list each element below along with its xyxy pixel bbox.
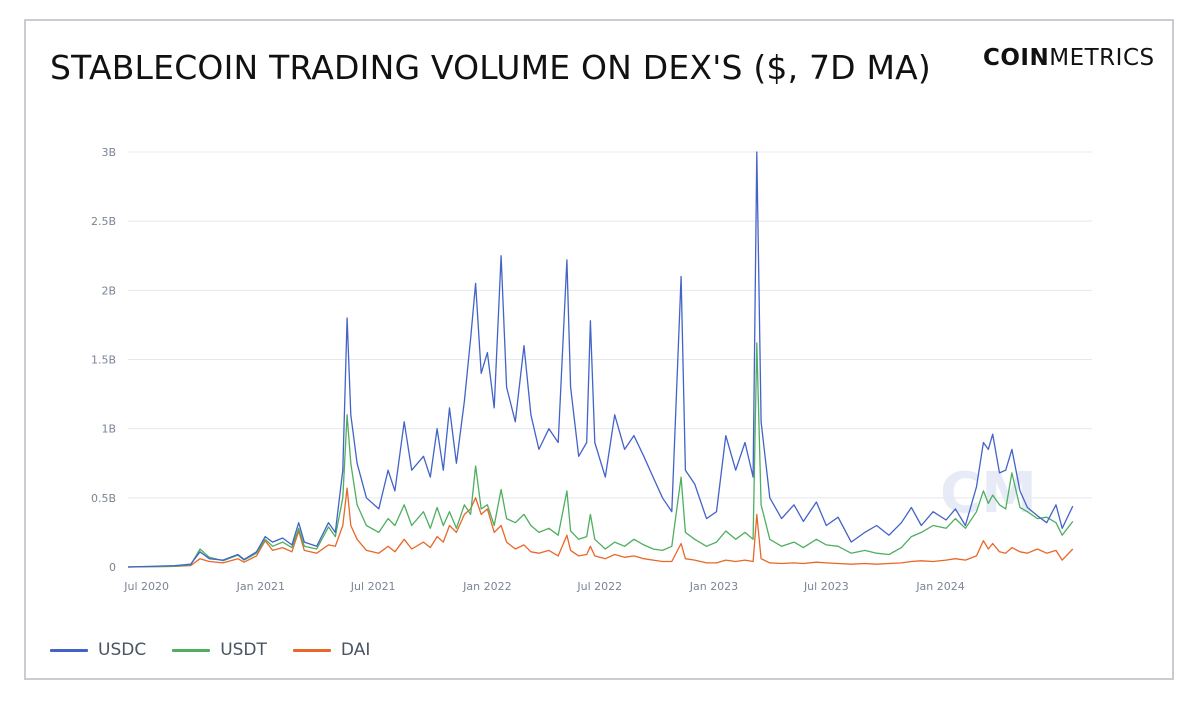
y-axis: 0 0.5B 1B 1.5B 2B 2.5B 3B — [91, 146, 116, 574]
y-tick-label: 2.5B — [91, 215, 116, 228]
x-tick-label: Jan 2023 — [689, 580, 738, 593]
chart-title: STABLECOIN TRADING VOLUME ON DEX'S ($, 7… — [50, 48, 932, 87]
x-tick-label: Jul 2020 — [123, 580, 169, 593]
logo-coin-text: COIN — [983, 45, 1050, 71]
legend-label-usdt: USDT — [220, 640, 267, 660]
legend-item-usdc[interactable]: USDC — [50, 640, 146, 660]
legend-swatch-usdt — [172, 648, 211, 652]
legend-label-usdc: USDC — [98, 640, 147, 660]
series-line-usdc — [127, 151, 1074, 568]
y-tick-label: 0 — [109, 561, 116, 574]
chart-grid — [128, 151, 1092, 499]
logo-metrics-text: METRICS — [1049, 45, 1155, 71]
x-tick-label: Jul 2021 — [350, 580, 396, 593]
chart-frame — [24, 19, 1174, 680]
legend-swatch-dai — [292, 648, 331, 652]
legend: USDC USDT DAI — [50, 640, 370, 660]
coinmetrics-logo: COINMETRICS — [983, 45, 1155, 71]
series-line-usdt — [127, 342, 1074, 568]
legend-label-dai: DAI — [340, 640, 371, 660]
x-tick-label: Jul 2023 — [803, 580, 849, 593]
svg-text:CM: CM — [940, 461, 1037, 526]
x-tick-label: Jul 2022 — [576, 580, 622, 593]
x-axis: Jul 2020 Jan 2021 Jul 2021 Jan 2022 Jul 2022… — [123, 580, 965, 593]
y-tick-label: 1B — [101, 423, 116, 436]
y-tick-label: 3B — [101, 146, 116, 159]
x-tick-label: Jan 2022 — [462, 580, 511, 593]
series-line-dai — [127, 487, 1074, 568]
y-tick-label: 0.5B — [91, 492, 116, 505]
watermark-logo: CM — [940, 461, 1037, 526]
legend-item-dai[interactable]: DAI — [292, 640, 371, 660]
y-tick-label: 1.5B — [91, 354, 116, 367]
legend-swatch-usdc — [50, 648, 88, 652]
y-tick-label: 2B — [101, 284, 116, 297]
x-tick-label: Jan 2024 — [915, 580, 964, 593]
legend-item-usdt[interactable]: USDT — [172, 640, 267, 660]
series-lines — [127, 151, 1074, 568]
x-tick-label: Jan 2021 — [236, 580, 285, 593]
